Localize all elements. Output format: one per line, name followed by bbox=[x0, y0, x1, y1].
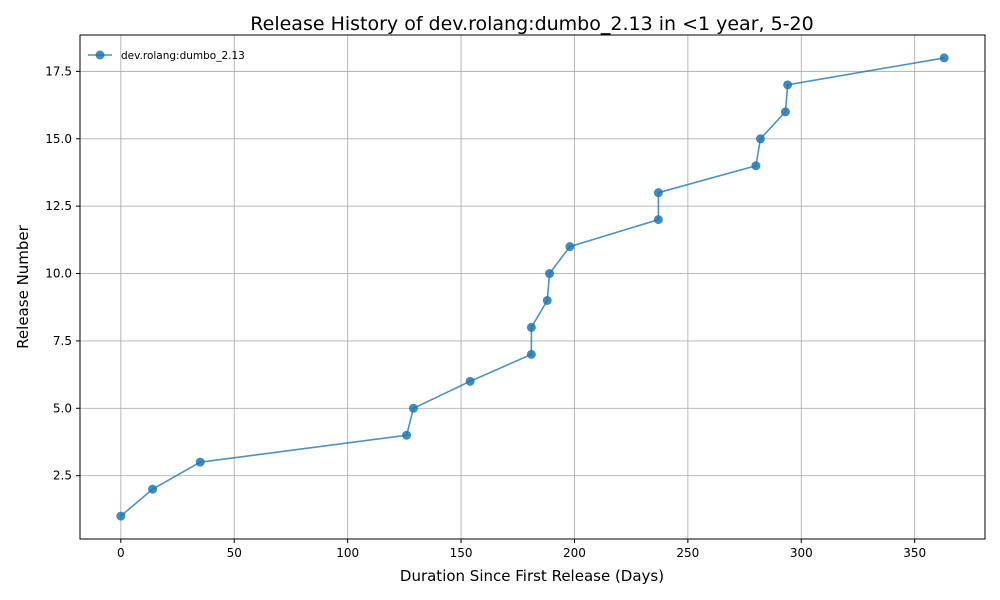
data-point bbox=[653, 215, 663, 225]
legend-label: dev.rolang:dumbo_2.13 bbox=[121, 50, 245, 62]
data-point bbox=[545, 269, 555, 279]
y-tick-label: 5.0 bbox=[53, 401, 72, 415]
y-tick-label: 10.0 bbox=[45, 267, 72, 281]
data-point bbox=[408, 403, 418, 413]
series-line bbox=[120, 57, 945, 517]
x-tick-label: 350 bbox=[903, 546, 926, 560]
y-tick-label: 2.5 bbox=[53, 469, 72, 483]
data-point bbox=[526, 349, 536, 359]
data-point bbox=[116, 511, 126, 521]
data-point bbox=[783, 80, 793, 90]
data-point bbox=[751, 161, 761, 171]
legend-marker bbox=[95, 50, 105, 60]
x-tick-label: 200 bbox=[563, 546, 586, 560]
y-tick-label: 12.5 bbox=[45, 199, 72, 213]
data-point bbox=[653, 188, 663, 198]
data-point bbox=[148, 484, 158, 494]
data-point bbox=[565, 242, 575, 252]
data-point bbox=[195, 457, 205, 467]
series-layer bbox=[116, 53, 949, 521]
data-point bbox=[526, 322, 536, 332]
axis-ticks: 0 50 100 150 200 250 300 350 2.5 5.0 7.5 10.0 12.5 15… bbox=[45, 64, 926, 560]
y-axis-title: Release Number bbox=[14, 224, 32, 348]
y-tick-label: 7.5 bbox=[53, 334, 72, 348]
chart-title: Release History of dev.rolang:dumbo_2.13… bbox=[250, 13, 813, 35]
x-tick-label: 100 bbox=[336, 546, 359, 560]
grid-lines bbox=[80, 35, 985, 539]
x-tick-label: 250 bbox=[676, 546, 699, 560]
x-tick-label: 150 bbox=[450, 546, 473, 560]
x-axis-title: Duration Since First Release (Days) bbox=[400, 567, 664, 585]
data-point bbox=[542, 295, 552, 305]
y-tick-label: 15.0 bbox=[45, 132, 72, 146]
x-tick-label: 0 bbox=[117, 546, 125, 560]
data-point bbox=[465, 376, 475, 386]
plot-area-frame bbox=[79, 34, 986, 540]
legend: dev.rolang:dumbo_2.13 bbox=[88, 50, 245, 62]
x-tick-label: 50 bbox=[227, 546, 242, 560]
data-point bbox=[402, 430, 412, 440]
x-tick-label: 300 bbox=[790, 546, 813, 560]
y-tick-label: 17.5 bbox=[45, 64, 72, 78]
data-point bbox=[755, 134, 765, 144]
data-point bbox=[780, 107, 790, 117]
data-point bbox=[939, 53, 949, 63]
